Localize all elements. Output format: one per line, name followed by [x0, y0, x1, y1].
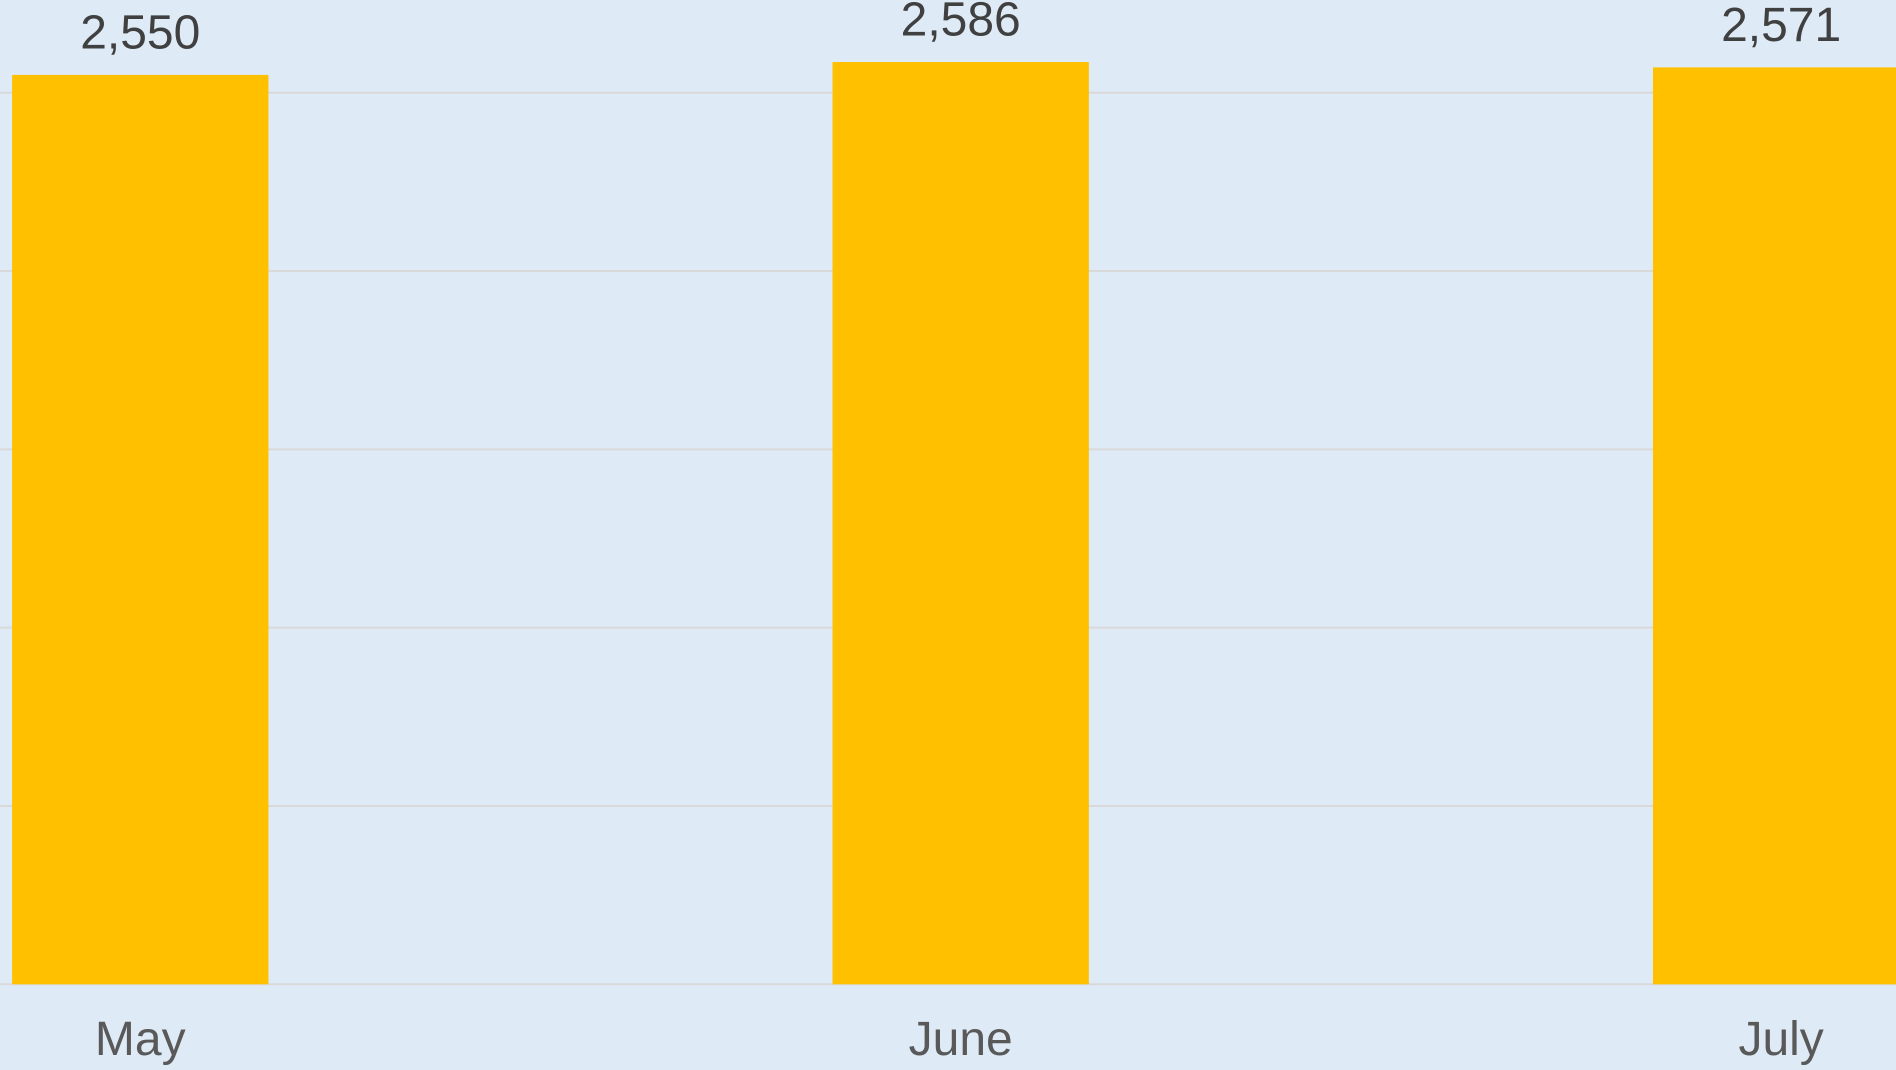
value-label: 2,586: [901, 0, 1021, 47]
bar: [1652, 67, 1896, 985]
value-label: 2,550: [80, 7, 200, 60]
x-tick-label: June: [909, 1013, 1013, 1066]
x-tick-label: May: [95, 1013, 186, 1066]
bar: [12, 74, 269, 985]
value-label: 2,571: [1721, 0, 1841, 52]
x-tick-label: July: [1738, 1013, 1823, 1066]
bar: [832, 62, 1089, 985]
